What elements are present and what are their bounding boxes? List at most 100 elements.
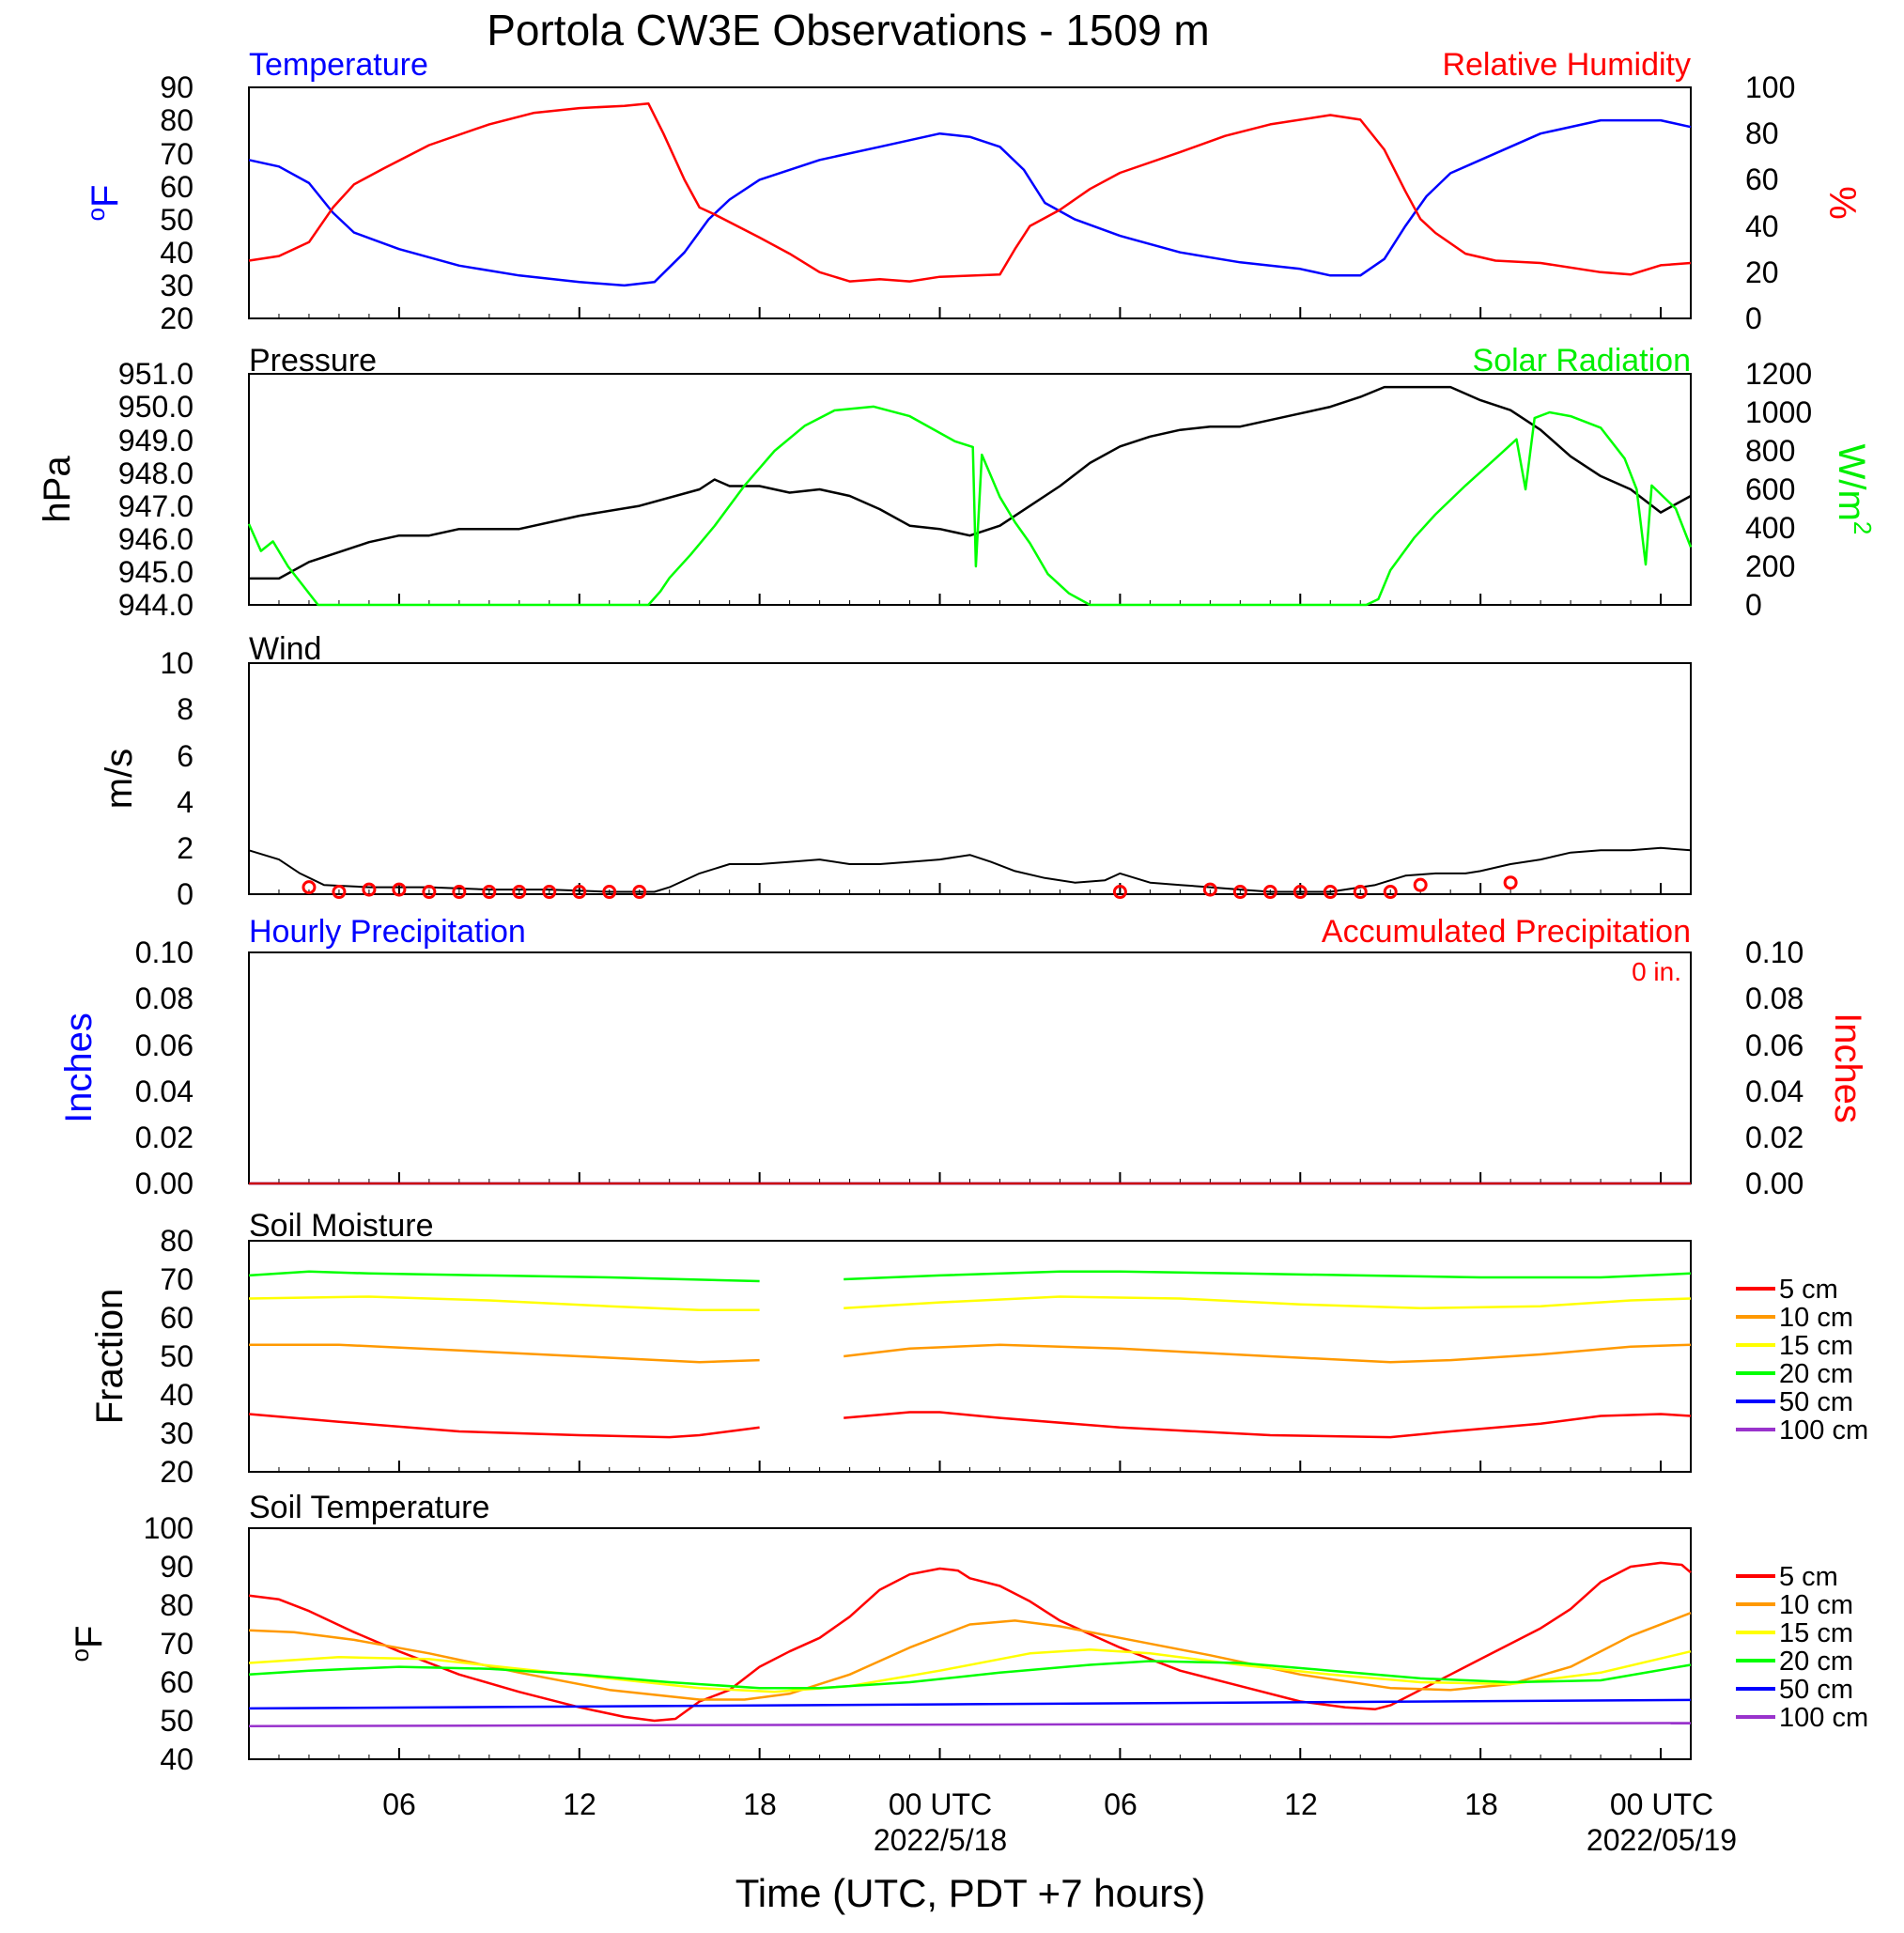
humidity-tick-label: 60 <box>1745 162 1779 196</box>
wind-marker <box>1323 885 1338 900</box>
solar-tick-label: 0 <box>1745 588 1762 622</box>
time-tick-label: 00 UTC <box>889 1787 992 1821</box>
pressure-y-ticks: 944.0 945.0 946.0 947.0 948.0 949.0 950.… <box>118 357 193 622</box>
wind-marker <box>602 885 617 900</box>
pressure-pressure-line <box>249 385 1692 580</box>
precip-right-unit-label: Inches <box>1827 1013 1868 1123</box>
date-label: 2022/05/19 <box>1587 1823 1737 1857</box>
time-tick-label: 18 <box>743 1787 777 1821</box>
temperature-y-ticks: 20 30 40 50 60 70 80 90 <box>160 70 193 335</box>
soil-temperature-50-cm-line <box>248 1698 1692 1710</box>
precip-tick-label: 0.10 <box>135 936 193 969</box>
pressure-tick-label: 948.0 <box>118 456 193 490</box>
legend-label: 100 cm <box>1779 1703 1868 1733</box>
temperature-tick-label: 50 <box>160 203 193 237</box>
wind-unit-label: m/s <box>99 749 140 809</box>
soil-temperature-20-cm-line <box>248 1660 1692 1690</box>
wind-marker <box>302 880 317 895</box>
wind-plot-frame <box>248 662 1692 895</box>
precip-tick-label: 0.02 <box>1745 1121 1803 1154</box>
solar-radiation-title: Solar Radiation <box>1473 343 1691 379</box>
soil-temperature-tick-label: 90 <box>160 1550 193 1584</box>
precip-panel: Hourly Precipitation Accumulated Precipi… <box>58 914 1868 1200</box>
soil-temperature-tick-label: 70 <box>160 1627 193 1661</box>
hourly-precip-title: Hourly Precipitation <box>249 914 526 950</box>
soil-temperature-100-cm-line <box>248 1722 1692 1727</box>
soil-moisture-10-cm-line <box>249 1343 1692 1364</box>
temperature-plot-frame <box>248 86 1692 319</box>
soil-temperature-10-cm-line <box>248 1612 1692 1701</box>
precip-tick-label: 0.04 <box>1745 1075 1803 1108</box>
wind-marker <box>452 885 467 900</box>
time-tick-label: 06 <box>382 1787 416 1821</box>
pressure-title: Pressure <box>249 343 377 379</box>
soil-moisture-tick-label: 20 <box>160 1455 193 1489</box>
humidity-tick-label: 20 <box>1745 255 1779 289</box>
legend-label: 10 cm <box>1779 1303 1853 1333</box>
soil-moisture-tick-label: 40 <box>160 1378 193 1412</box>
temperature-tick-label: 90 <box>160 70 193 104</box>
wind-wind-line <box>248 846 1692 893</box>
soil-temperature-tick-label: 100 <box>144 1511 193 1545</box>
wind-marker <box>362 882 377 897</box>
precip-tick-label: 0.08 <box>1745 982 1803 1015</box>
temperature-title: Temperature <box>249 47 428 83</box>
legend-label: 50 cm <box>1779 1387 1853 1417</box>
wind-tick-label: 6 <box>177 739 193 773</box>
pressure-tick-label: 946.0 <box>118 522 193 556</box>
date-label: 2022/5/18 <box>874 1823 1007 1857</box>
x-axis-title: Time (UTC, PDT +7 hours) <box>735 1871 1206 1915</box>
precip-tick-label: 0.10 <box>1745 936 1803 969</box>
wind-tick-label: 0 <box>177 877 193 911</box>
pressure-tick-label: 949.0 <box>118 424 193 457</box>
soil-moisture-tick-label: 80 <box>160 1224 193 1258</box>
wind-marker <box>482 885 497 900</box>
precip-tick-label: 0.02 <box>135 1121 193 1154</box>
temperature-temperature-line <box>248 118 1692 287</box>
soil-moisture-legend: 5 cm 10 cm 15 cm 20 cm 50 cm 100 cm <box>1736 1275 1868 1446</box>
soil-moisture-15-cm-line <box>248 1295 1692 1312</box>
temperature-relative-humidity-line <box>248 101 1692 283</box>
wind-marker <box>1293 885 1308 900</box>
wind-marker <box>1503 875 1518 890</box>
soil-moisture-panel: Soil Moisture Fraction 20 30 40 50 60 70… <box>89 1208 1868 1489</box>
chart-marks <box>247 101 1693 1759</box>
precip-tick-label: 0.04 <box>135 1075 193 1108</box>
wind-marker <box>572 885 587 900</box>
soil-temperature-tick-label: 60 <box>160 1665 193 1699</box>
soil-temperature-y-ticks: 40 50 60 70 80 90 100 <box>144 1511 193 1776</box>
wind-tick-label: 10 <box>160 646 193 680</box>
soil-temperature-15-cm-line <box>248 1647 1692 1693</box>
solar-unit-label: W/m2 <box>1831 444 1877 535</box>
wind-marker <box>1413 877 1428 892</box>
precip-plot-frame <box>248 951 1692 1184</box>
wind-tick-label: 2 <box>177 831 193 865</box>
time-axis-labels: 06 12 18 00 UTC 06 12 18 00 UTC 2022/5/1… <box>382 1787 1737 1915</box>
soil-temperature-title: Soil Temperature <box>249 1490 489 1525</box>
time-tick-label: 06 <box>1104 1787 1138 1821</box>
accumulated-precip-total: 0 in. <box>1632 957 1681 986</box>
solar-tick-label: 200 <box>1745 549 1795 583</box>
humidity-y-ticks: 0 20 40 60 80 100 <box>1745 70 1795 335</box>
legend-label: 20 cm <box>1779 1647 1853 1677</box>
chart-title: Portola CW3E Observations - 1509 m <box>487 6 1210 54</box>
humidity-tick-label: 100 <box>1745 70 1795 104</box>
pressure-solar-radiation-line <box>247 405 1693 607</box>
wind-tick-label: 4 <box>177 785 193 819</box>
temperature-tick-label: 80 <box>160 103 193 137</box>
humidity-tick-label: 80 <box>1745 116 1779 150</box>
pressure-tick-label: 947.0 <box>118 489 193 523</box>
solar-y-ticks: 0 200 400 600 800 1000 1200 <box>1745 357 1812 622</box>
pressure-tick-label: 945.0 <box>118 555 193 589</box>
precip-tick-label: 0.06 <box>135 1028 193 1062</box>
pressure-tick-label: 944.0 <box>118 588 193 622</box>
wind-marker <box>1202 882 1217 897</box>
temperature-panel: Temperature Relative Humidity oF % 20 30… <box>82 47 1863 335</box>
pressure-tick-label: 950.0 <box>118 390 193 424</box>
precip-tick-label: 0.08 <box>135 982 193 1015</box>
legend-label: 50 cm <box>1779 1675 1853 1705</box>
precip-tick-label: 0.00 <box>1745 1167 1803 1200</box>
pressure-plot-frame <box>248 373 1692 606</box>
legend-label: 15 cm <box>1779 1331 1853 1361</box>
